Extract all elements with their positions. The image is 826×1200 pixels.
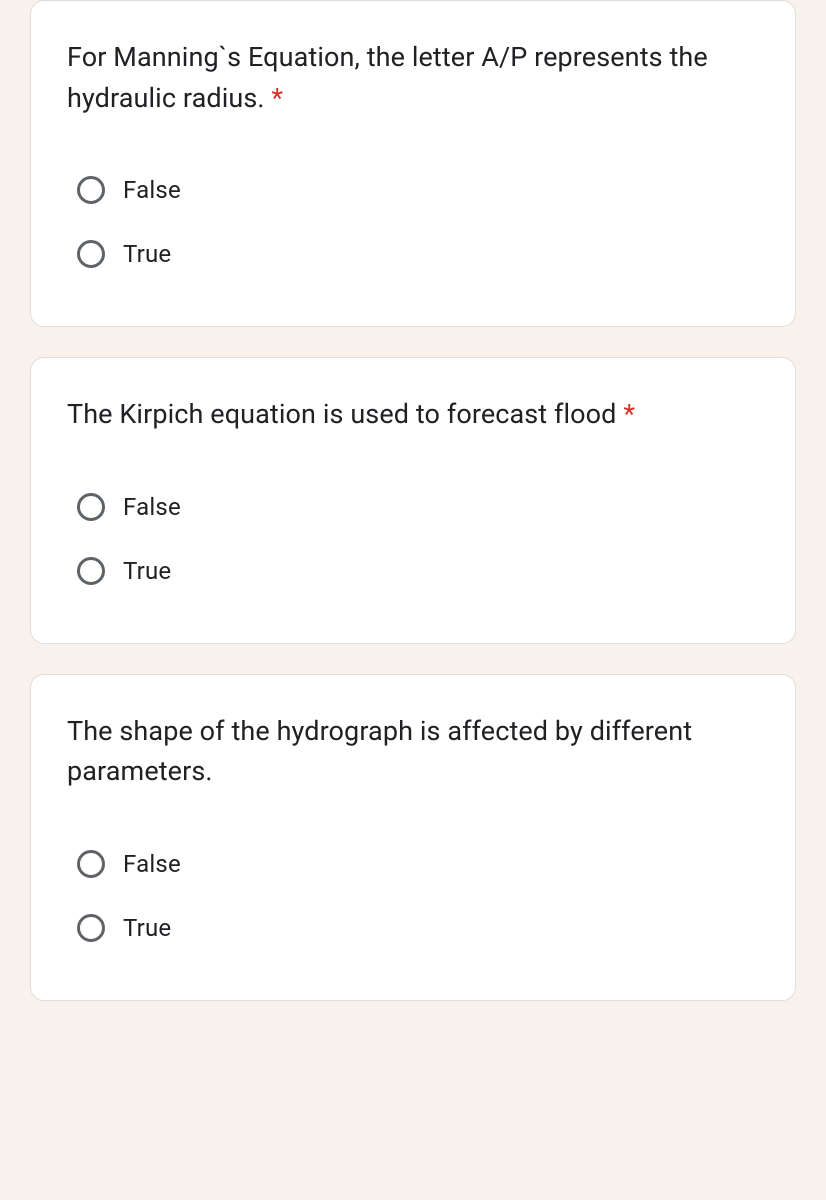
radio-option[interactable]: True	[67, 539, 759, 603]
radio-option[interactable]: False	[67, 832, 759, 896]
question-prompt: The Kirpich equation is used to forecast…	[67, 398, 617, 430]
radio-option[interactable]: True	[67, 222, 759, 286]
question-prompt: For Manning`s Equation, the letter A/P r…	[67, 41, 708, 114]
radio-circle-icon	[77, 176, 105, 204]
option-label: False	[123, 493, 181, 521]
question-card: The Kirpich equation is used to forecast…	[30, 357, 796, 644]
option-label: False	[123, 176, 181, 204]
question-text: For Manning`s Equation, the letter A/P r…	[67, 37, 759, 118]
radio-option[interactable]: True	[67, 896, 759, 960]
radio-circle-icon	[77, 557, 105, 585]
radio-option[interactable]: False	[67, 158, 759, 222]
option-label: True	[123, 240, 171, 268]
required-marker: *	[617, 398, 636, 430]
required-marker: *	[265, 82, 284, 114]
radio-circle-icon	[77, 493, 105, 521]
radio-option[interactable]: False	[67, 475, 759, 539]
option-label: True	[123, 914, 171, 942]
question-text: The Kirpich equation is used to forecast…	[67, 394, 759, 435]
question-card: For Manning`s Equation, the letter A/P r…	[30, 0, 796, 327]
question-prompt: The shape of the hydrograph is affected …	[67, 715, 692, 788]
radio-circle-icon	[77, 850, 105, 878]
radio-circle-icon	[77, 240, 105, 268]
question-text: The shape of the hydrograph is affected …	[67, 711, 759, 792]
option-label: False	[123, 850, 181, 878]
question-card: The shape of the hydrograph is affected …	[30, 674, 796, 1001]
radio-circle-icon	[77, 914, 105, 942]
option-label: True	[123, 557, 171, 585]
